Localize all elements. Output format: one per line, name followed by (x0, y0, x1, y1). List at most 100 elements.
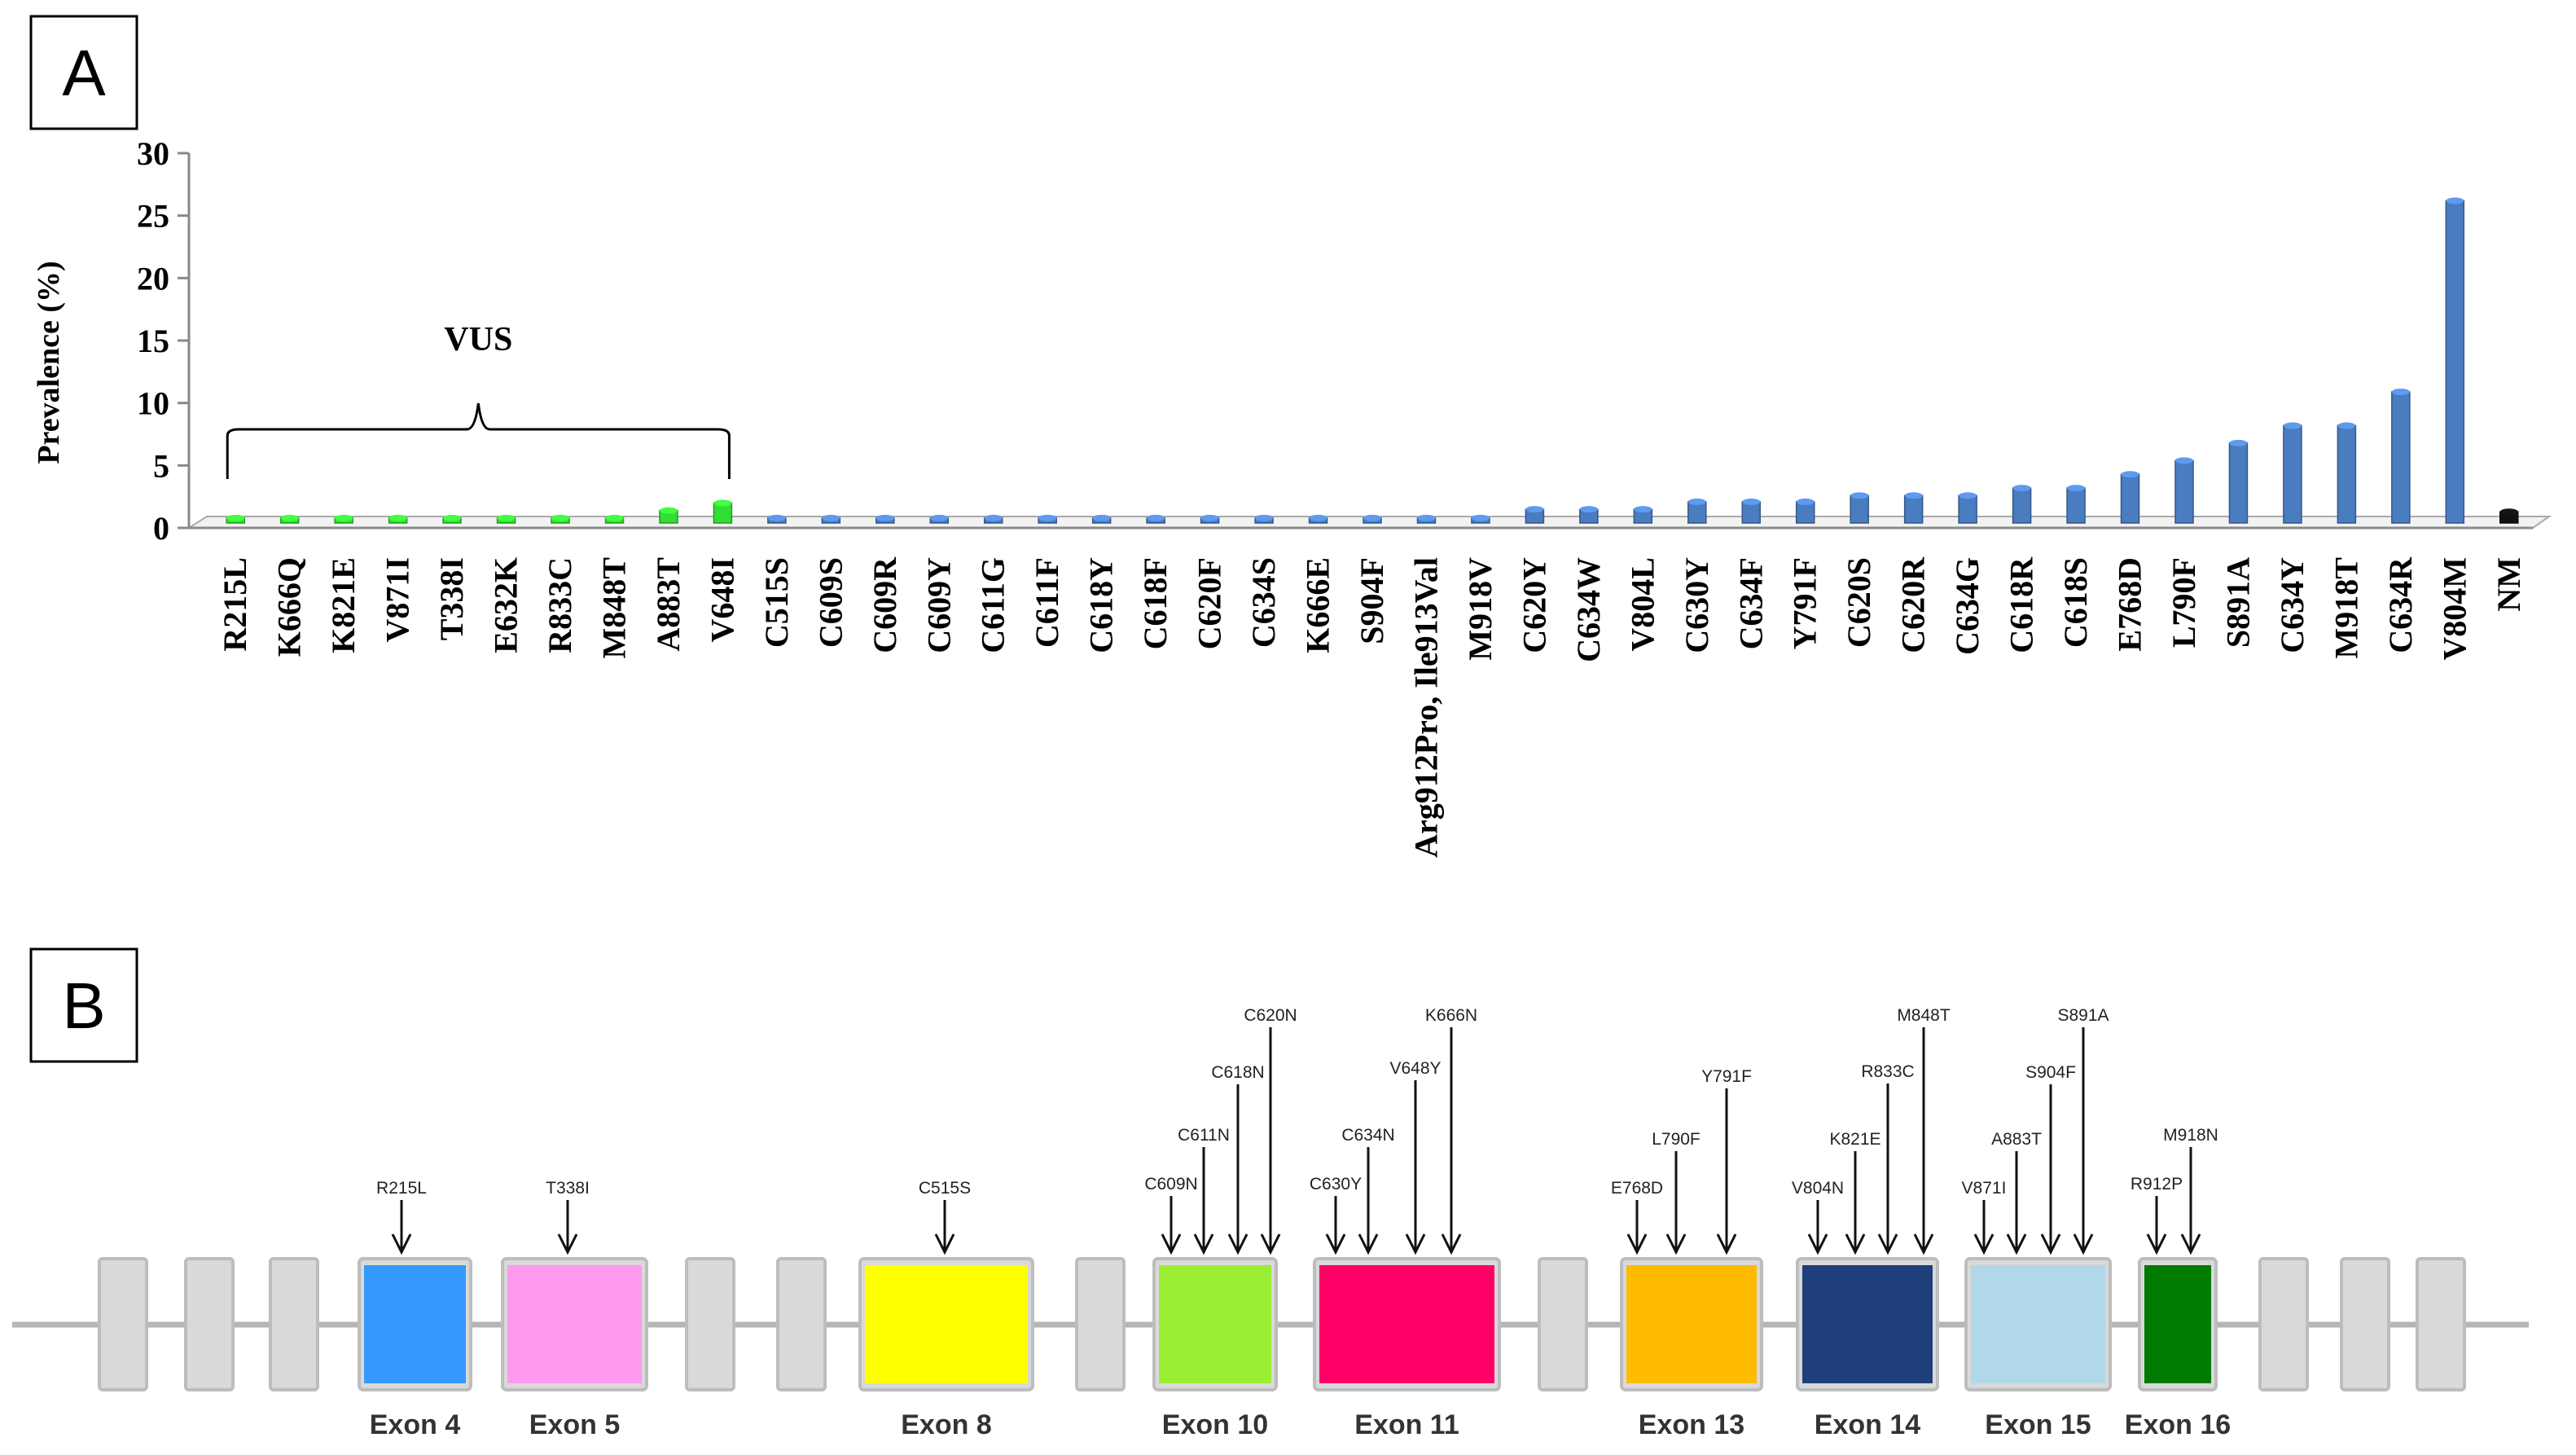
bar-top (2067, 485, 2086, 492)
exon-exon-5: Exon 5 T338I (501, 1179, 648, 1440)
bar-top (2174, 457, 2193, 464)
x-tick-label: V804L (1624, 557, 1661, 652)
mutation-label: K666N (1425, 1006, 1477, 1025)
x-tick-label: C634G (1949, 557, 1986, 655)
bar-C515S (767, 514, 787, 524)
mutation-arrowhead (1973, 1233, 1995, 1255)
panel-b-label: B (62, 969, 105, 1042)
x-tick-label: C618F (1137, 557, 1174, 649)
y-tick-label: 30 (137, 135, 169, 172)
exon-exon-8: Exon 8 C515S (858, 1179, 1034, 1440)
x-tick-label: M918T (2328, 557, 2364, 659)
bar-top (767, 514, 786, 521)
x-tick-label: C609S (812, 557, 849, 648)
exon-box-gray (2416, 1257, 2466, 1391)
mutation-label: C618N (1211, 1063, 1264, 1082)
exon-fill (1319, 1265, 1494, 1383)
bar-top (1200, 514, 1219, 521)
vus-bracket (226, 402, 731, 479)
x-tick-label: C611G (975, 557, 1012, 653)
bar-body (2283, 424, 2302, 524)
bar-body (1903, 495, 1924, 524)
bar-NM (2499, 508, 2519, 524)
bar-C611F (1038, 514, 1057, 524)
bar-top (1363, 514, 1381, 521)
mutation-label: L790F (1652, 1130, 1701, 1149)
bar-top (1687, 498, 1706, 505)
bar-K666E (1308, 514, 1328, 524)
exon-label: Exon 16 (2125, 1409, 2231, 1440)
bar-body (2012, 487, 2032, 524)
mutation-arrowhead (2073, 1233, 2094, 1255)
bar-S904F (1363, 514, 1382, 524)
exon-fill (2144, 1265, 2211, 1383)
mutation-label: M918N (2163, 1126, 2218, 1145)
x-tick-label: C609R (867, 556, 903, 653)
x-tick-label: C630Y (1679, 557, 1715, 653)
mutation-arrowhead (2040, 1233, 2061, 1255)
bar-K666Q (279, 514, 300, 524)
bar-C634S (1254, 514, 1274, 524)
bar-Y791F (1795, 498, 1815, 524)
x-tick-label: E768D (2112, 557, 2148, 652)
exon-fill (507, 1265, 642, 1383)
bar-top (1959, 492, 1977, 499)
mutation-label: C630Y (1310, 1175, 1362, 1193)
mutation-arrowhead (1807, 1233, 1828, 1255)
vus-annotation: VUS (444, 321, 512, 358)
bar-V871I (388, 514, 408, 524)
bar-body (2391, 391, 2411, 524)
bar-C634F (1741, 498, 1762, 524)
prevalence-bar-chart: 0 5 10 15 20 25 30 R215L K666Q K821E V871I T338I E6… (32, 135, 2552, 858)
mutation-label: V648Y (1389, 1059, 1441, 1078)
x-tick-label: S904F (1354, 557, 1390, 644)
y-tick-label: 5 (153, 447, 169, 484)
bar-C634G (1958, 492, 1977, 524)
x-tick-label: L790F (2166, 557, 2202, 648)
x-tick-label: K666Q (271, 557, 308, 657)
bar-body (2066, 487, 2086, 524)
x-tick-label: Y791F (1787, 557, 1823, 649)
bar-top (2121, 471, 2139, 478)
mutation-arrowhead (1877, 1233, 1898, 1255)
exon-box-gray (269, 1257, 319, 1391)
bar-C609S (821, 514, 841, 524)
x-tick-label: C634S (1245, 557, 1282, 648)
x-tick-label: R833C (542, 557, 578, 653)
x-tick-label: C618Y (1083, 557, 1120, 653)
bar-body (2445, 200, 2465, 524)
exon-label: Exon 8 (901, 1409, 991, 1440)
exon-label: Exon 15 (1985, 1409, 2091, 1440)
bar-V648I (713, 499, 733, 524)
exon-fill (1626, 1265, 1757, 1383)
x-tick-label: V871I (380, 557, 416, 642)
mutation-arrowhead (1325, 1233, 1346, 1255)
mutation-label: R912P (2131, 1175, 2183, 1193)
bar-top (1471, 514, 1490, 521)
bar-M918T (2337, 422, 2357, 524)
mutation-arrowhead (1161, 1233, 1182, 1255)
mutation-label: V871I (1962, 1179, 2007, 1198)
y-tick-label: 10 (137, 385, 169, 422)
x-tick-label: Arg912Pro, Ile913Val (1407, 557, 1444, 858)
mutation-arrowhead (1227, 1233, 1249, 1255)
x-tick-label: T338I (433, 557, 470, 640)
mutation-arrowhead (1358, 1233, 1379, 1255)
x-tick-label: K666E (1300, 557, 1336, 653)
x-tick-label: V648I (704, 557, 740, 642)
bar-C618R (2012, 485, 2032, 524)
x-tick-label: K821E (325, 557, 362, 653)
bar-top (1309, 514, 1327, 521)
mutation-arrowhead (1193, 1233, 1214, 1255)
bar-M848T (604, 514, 625, 524)
exon-fill (1802, 1265, 1933, 1383)
exon-exon-10: Exon 10 C609N C611N C618N C620N (1144, 1006, 1297, 1440)
mutation-arrowhead (1405, 1233, 1426, 1255)
x-tick-label: R215L (217, 557, 253, 652)
exon-exon-15: Exon 15 V871I A883T S904F S891A (1962, 1006, 2112, 1440)
bar-C618S (2066, 485, 2086, 524)
exon-label: Exon 11 (1354, 1409, 1459, 1440)
bar-top (2391, 389, 2410, 395)
bar-top (659, 507, 678, 514)
